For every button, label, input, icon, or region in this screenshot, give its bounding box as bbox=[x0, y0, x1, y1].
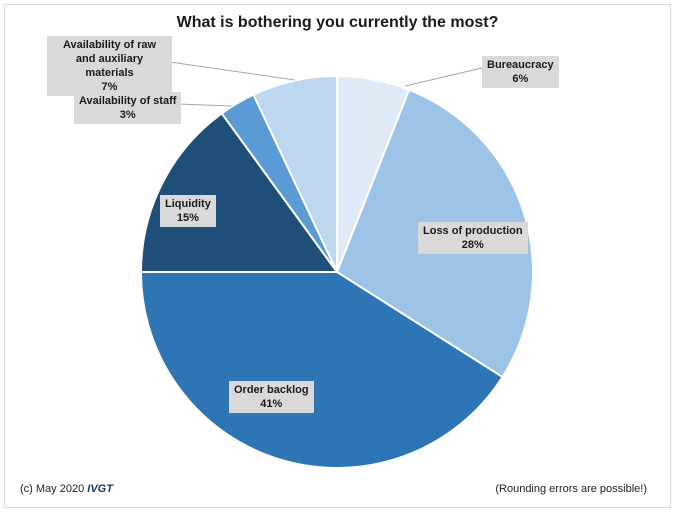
copyright: (c) May 2020 IVGT bbox=[20, 483, 113, 495]
leader-raw-materials bbox=[169, 61, 296, 81]
label-loss-of-production: Loss of production 28% bbox=[418, 222, 528, 254]
leader-staff bbox=[177, 103, 233, 107]
rounding-note: (Rounding errors are possible!) bbox=[495, 483, 647, 495]
label-bureaucracy: Bureaucracy 6% bbox=[482, 56, 559, 88]
pie-slice-availability-of-raw-and-auxiliary-materials bbox=[252, 74, 338, 273]
pie-slice-order-backlog bbox=[139, 271, 504, 469]
pie-slice-liquidity bbox=[139, 112, 339, 273]
label-liquidity: Liquidity 15% bbox=[160, 195, 216, 227]
label-staff: Availability of staff 3% bbox=[74, 92, 182, 124]
leader-bureaucracy bbox=[404, 67, 483, 87]
label-raw-materials: Availability of raw and auxiliary materi… bbox=[47, 36, 172, 96]
label-order-backlog: Order backlog 41% bbox=[229, 381, 314, 413]
chart-title: What is bothering you currently the most… bbox=[176, 14, 499, 31]
